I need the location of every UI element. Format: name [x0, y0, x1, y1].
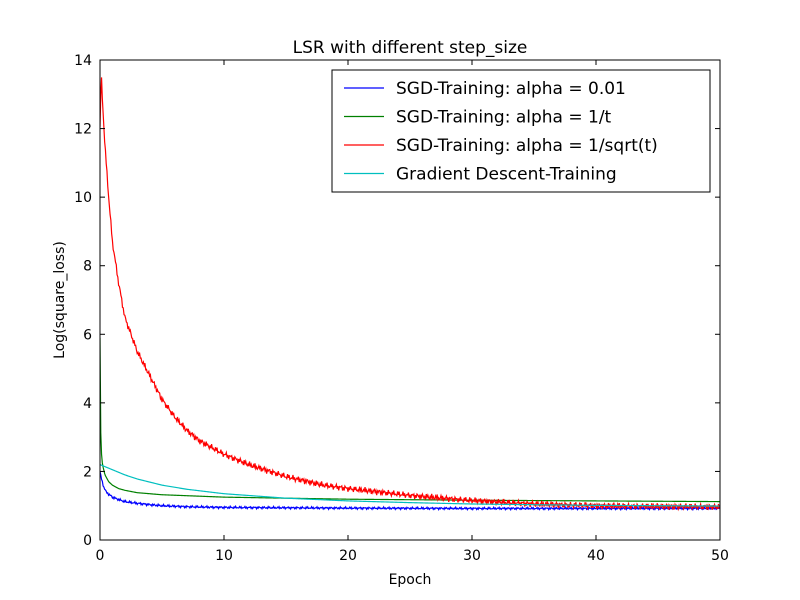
x-tick-label: 10 — [215, 548, 233, 564]
series-line-3 — [100, 77, 720, 512]
chart-title: LSR with different step_size — [293, 38, 528, 58]
legend-entry: SGD-Training: alpha = 0.01 — [396, 79, 626, 99]
series-line-4 — [100, 464, 720, 507]
y-axis-label: Log(square_loss) — [52, 241, 68, 359]
legend-entry: SGD-Training: alpha = 1/t — [396, 108, 612, 128]
y-tick-label: 14 — [74, 53, 92, 69]
x-axis-label: Epoch — [389, 572, 432, 588]
x-tick-label: 40 — [587, 548, 605, 564]
y-tick-label: 12 — [74, 122, 92, 138]
y-tick-label: 4 — [83, 396, 92, 412]
plot-frame — [99, 59, 721, 541]
x-tick-label: 50 — [711, 548, 729, 564]
y-tick-label: 2 — [83, 464, 92, 480]
axis-ticks: 0 10 20 30 40 50 0 2 4 6 8 10 12 14 — [74, 53, 729, 564]
series-line-1 — [100, 471, 720, 512]
y-tick-label: 8 — [83, 259, 92, 275]
series-line-2 — [100, 337, 720, 503]
y-tick-label: 10 — [74, 190, 92, 206]
x-tick-label: 20 — [339, 548, 357, 564]
x-tick-label: 30 — [463, 548, 481, 564]
y-tick-label: 0 — [83, 533, 92, 549]
legend: SGD-Training: alpha = 0.01 SGD-Training: … — [331, 69, 711, 193]
legend-box — [331, 69, 711, 193]
plot-area — [99, 59, 721, 541]
x-tick-label: 0 — [96, 548, 105, 564]
y-tick-label: 6 — [83, 327, 92, 343]
legend-entry: SGD-Training: alpha = 1/sqrt(t) — [396, 136, 658, 156]
legend-entry: Gradient Descent-Training — [396, 165, 617, 185]
